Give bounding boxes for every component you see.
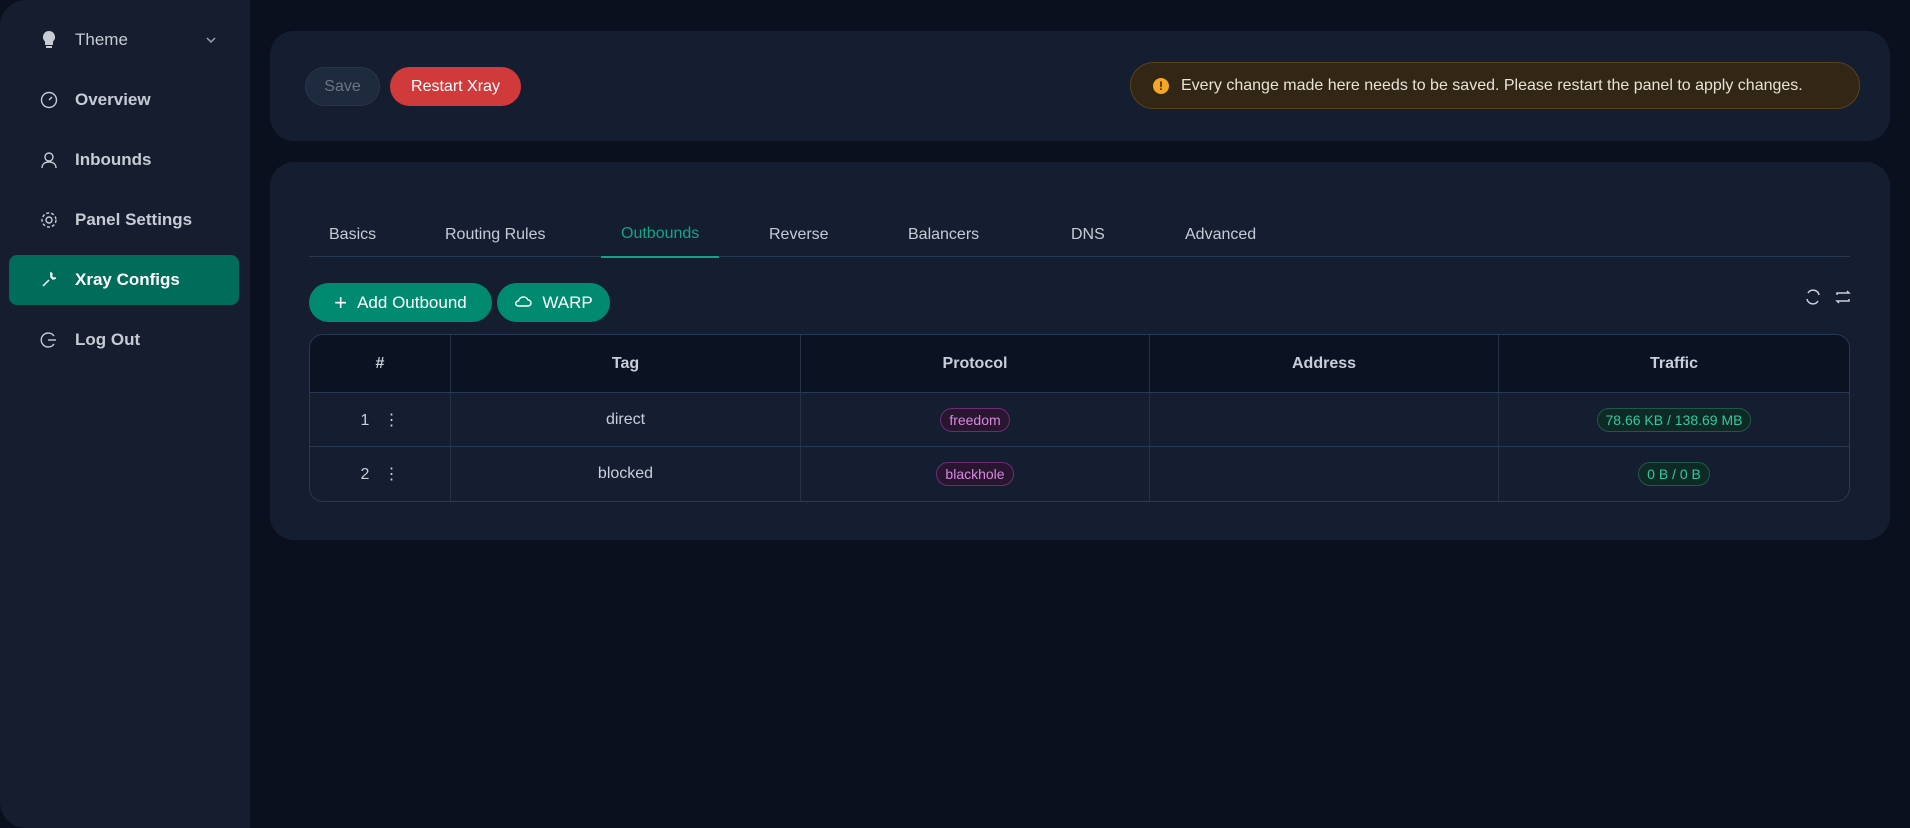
traffic-badge: 78.66 KB / 138.69 MB — [1596, 407, 1752, 432]
refresh-icon[interactable] — [1803, 287, 1823, 307]
tab-outbounds[interactable]: Outbounds — [601, 212, 720, 258]
tab-basics[interactable]: Basics — [329, 225, 377, 243]
plus-icon: + — [334, 289, 348, 315]
warp-label: WARP — [542, 292, 593, 312]
tag-cell: direct — [451, 393, 801, 447]
col-traffic: Traffic — [1499, 335, 1849, 393]
chevron-down-icon — [205, 31, 217, 51]
protocol-badge: freedom — [940, 407, 1010, 432]
bulb-icon — [39, 30, 59, 50]
warp-button[interactable]: WARP — [497, 283, 610, 322]
sidebar-item-overview[interactable]: Overview — [9, 75, 239, 125]
cloud-icon — [514, 293, 532, 313]
protocol-badge: blackhole — [936, 462, 1014, 486]
sidebar-item-label: Xray Configs — [75, 270, 180, 289]
warning-alert: ! Every change made here needs to be sav… — [1130, 62, 1860, 109]
sidebar-item-label: Panel Settings — [75, 210, 193, 229]
save-button[interactable]: Save — [305, 67, 380, 106]
col-number: # — [310, 335, 451, 393]
sidebar-item-log-out[interactable]: Log Out — [9, 315, 239, 365]
more-icon[interactable]: ⋮ — [383, 411, 400, 429]
warning-icon: ! — [1153, 77, 1169, 94]
outbounds-table: # Tag Protocol Address Traffic 1 ⋮ direct… — [309, 334, 1850, 502]
sidebar-item-label: Inbounds — [75, 150, 152, 169]
logout-icon — [39, 330, 59, 350]
tab-dns[interactable]: DNS — [1071, 225, 1105, 243]
sidebar-item-inbounds[interactable]: Inbounds — [9, 135, 239, 185]
address-cell — [1150, 393, 1499, 447]
tab-advanced[interactable]: Advanced — [1185, 225, 1257, 243]
sidebar-item-xray-configs[interactable]: Xray Configs — [9, 255, 239, 305]
tool-icon — [39, 270, 59, 290]
theme-label: Theme — [75, 30, 128, 49]
traffic-badge: 0 B / 0 B — [1638, 462, 1710, 486]
tab-routing-rules[interactable]: Routing Rules — [445, 225, 546, 243]
more-icon[interactable]: ⋮ — [383, 466, 400, 483]
col-address: Address — [1150, 335, 1499, 393]
col-protocol: Protocol — [801, 335, 1150, 393]
user-icon — [39, 150, 59, 170]
table-row: 1 ⋮ direct freedom 78.66 KB / 138.69 MB — [310, 393, 1849, 447]
gear-icon — [39, 210, 59, 230]
sidebar-item-theme[interactable]: Theme — [9, 15, 239, 65]
col-tag: Tag — [451, 335, 801, 393]
tag-cell: blocked — [451, 447, 801, 501]
toolbar-card: Save Restart Xray ! Every change made he… — [270, 31, 1890, 141]
tab-bar: Basics Routing Rules Outbounds Reverse B… — [309, 212, 1850, 258]
restart-xray-button[interactable]: Restart Xray — [390, 67, 521, 106]
row-number: 1 — [360, 411, 370, 429]
dashboard-icon — [39, 90, 59, 110]
address-cell — [1150, 447, 1499, 501]
alert-text: Every change made here needs to be saved… — [1181, 76, 1803, 94]
sidebar: Theme Overview Inbounds Panel Settings X… — [0, 0, 250, 828]
sidebar-item-panel-settings[interactable]: Panel Settings — [9, 195, 239, 245]
tab-balancers[interactable]: Balancers — [908, 225, 980, 243]
table-row: 2 ⋮ blocked blackhole 0 B / 0 B — [310, 447, 1849, 501]
sidebar-item-label: Log Out — [75, 330, 141, 349]
sidebar-item-label: Overview — [75, 90, 151, 109]
add-outbound-label: Add Outbound — [357, 292, 467, 312]
row-number: 2 — [360, 466, 370, 483]
tab-reverse[interactable]: Reverse — [769, 225, 829, 243]
swap-icon[interactable] — [1833, 287, 1853, 307]
add-outbound-button[interactable]: + Add Outbound — [309, 283, 492, 322]
config-card: Basics Routing Rules Outbounds Reverse B… — [270, 162, 1890, 540]
